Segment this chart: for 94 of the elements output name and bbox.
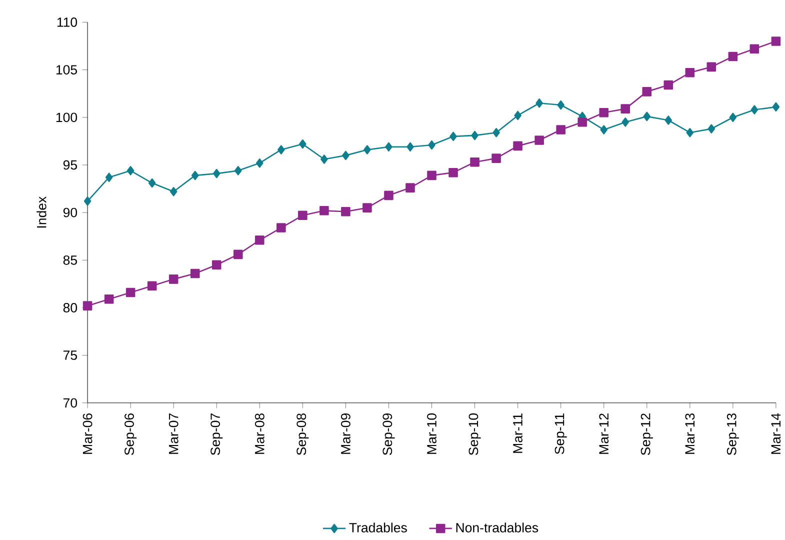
point — [600, 125, 608, 135]
y-tick-label: 105 — [56, 65, 77, 75]
point — [556, 125, 566, 135]
point — [342, 151, 350, 160]
y-tick-label: 90 — [63, 208, 78, 218]
x-tick-label: Sep-13 — [726, 414, 739, 456]
point — [104, 294, 114, 304]
point — [750, 105, 758, 115]
point — [664, 80, 674, 90]
point — [578, 118, 587, 127]
y-axis-title: Index — [36, 196, 46, 228]
x-tick-label: Mar-11 — [513, 414, 522, 454]
point — [492, 128, 500, 138]
point — [708, 124, 716, 134]
point — [233, 250, 243, 260]
x-tick-label: Mar-08 — [254, 414, 264, 454]
legend-label: Tradables — [349, 522, 407, 533]
point — [170, 187, 178, 196]
point — [599, 108, 608, 118]
y-tick-label: 80 — [63, 303, 78, 313]
point — [362, 203, 372, 213]
x-tick-label: Mar-06 — [82, 414, 92, 454]
point — [685, 68, 695, 78]
point — [427, 171, 436, 180]
point — [536, 98, 543, 108]
point — [622, 118, 630, 127]
point — [664, 116, 672, 126]
point — [620, 104, 630, 114]
point — [534, 136, 544, 146]
point — [772, 102, 780, 112]
point — [126, 166, 134, 176]
point — [341, 207, 350, 216]
point — [406, 183, 415, 193]
x-tick-label: Sep-09 — [382, 414, 395, 456]
x-tick-label: Mar-13 — [685, 414, 695, 454]
point — [320, 154, 328, 164]
x-tick-label: Mar-07 — [168, 414, 178, 454]
point — [470, 158, 480, 167]
point — [147, 281, 157, 291]
x-tick-label: Mar-12 — [599, 414, 609, 454]
point — [212, 169, 220, 178]
point — [190, 269, 200, 278]
point — [364, 145, 371, 155]
x-tick-label: Mar-14 — [771, 413, 781, 454]
y-tick-label: 110 — [57, 18, 78, 28]
y-tick-label: 75 — [63, 350, 77, 360]
legend-label: Non-tradables — [456, 522, 538, 533]
x-tick-label: Sep-12 — [640, 414, 653, 456]
point — [728, 52, 738, 62]
y-tick-label: 100 — [56, 112, 78, 122]
x-tick-label: Sep-07 — [210, 414, 223, 456]
point — [84, 196, 92, 206]
x-tick-label: Mar-10 — [427, 414, 436, 454]
x-tick-label: Sep-08 — [296, 414, 309, 456]
point — [148, 178, 156, 188]
point — [643, 112, 651, 122]
point — [750, 44, 760, 54]
point — [299, 140, 306, 149]
point — [686, 128, 694, 138]
point — [450, 132, 457, 142]
y-tick-label: 95 — [63, 160, 77, 170]
point — [126, 288, 136, 298]
point — [256, 158, 264, 168]
point — [514, 111, 522, 120]
point — [706, 62, 716, 72]
point — [729, 112, 737, 122]
point — [278, 145, 285, 155]
point — [642, 87, 652, 97]
x-tick-label: Sep-11 — [554, 414, 567, 454]
point — [513, 141, 522, 151]
x-tick-label: Sep-06 — [124, 414, 137, 456]
point — [385, 142, 392, 152]
point — [191, 171, 199, 180]
point — [276, 223, 286, 233]
x-tick-label: Sep-10 — [468, 414, 481, 456]
point — [471, 131, 478, 140]
point — [105, 172, 113, 182]
point — [82, 301, 92, 311]
point — [448, 168, 458, 178]
point — [557, 100, 564, 110]
point — [255, 236, 264, 246]
point — [428, 140, 436, 150]
point — [212, 260, 222, 270]
point — [234, 166, 242, 176]
x-tick-label: Mar-09 — [341, 414, 350, 454]
point — [492, 154, 501, 164]
point — [320, 206, 329, 216]
point — [384, 190, 394, 200]
y-tick-label: 70 — [63, 398, 78, 408]
point — [298, 210, 308, 220]
y-tick-label: 85 — [63, 256, 77, 266]
point — [771, 36, 781, 46]
point — [168, 274, 178, 284]
point — [406, 142, 414, 152]
